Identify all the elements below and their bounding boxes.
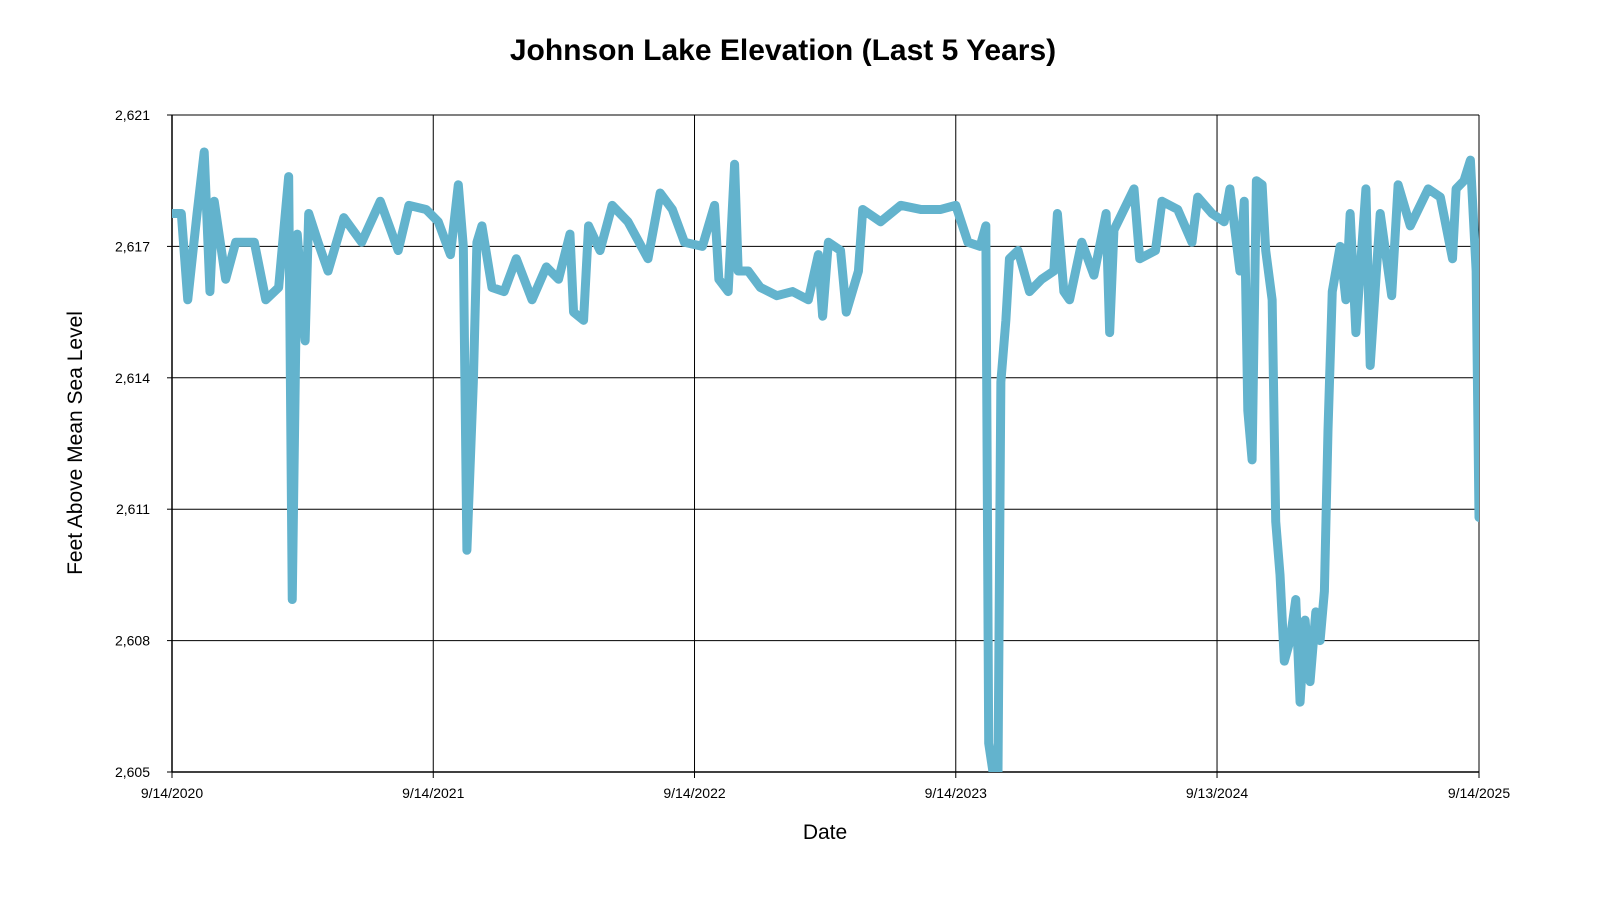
y-tick-label: 2,611 <box>116 501 150 517</box>
x-axis-label: Date <box>803 821 847 844</box>
x-tick-label: 9/14/2020 <box>141 785 203 801</box>
x-tick-label: 9/14/2022 <box>663 785 725 801</box>
y-axis-label: Feet Above Mean Sea Level <box>64 311 87 575</box>
y-tick-label: 2,608 <box>115 633 150 649</box>
x-tick-label: 9/13/2024 <box>1186 785 1248 801</box>
y-tick-label: 2,614 <box>115 370 150 386</box>
x-tick-label: 9/14/2025 <box>1448 785 1510 801</box>
chart-title: Johnson Lake Elevation (Last 5 Years) <box>510 34 1056 67</box>
y-tick-label: 2,605 <box>115 764 150 780</box>
plot-area <box>172 147 1479 772</box>
x-tick-label: 9/14/2021 <box>402 785 464 801</box>
data-line <box>172 147 1479 772</box>
y-tick-label: 2,617 <box>115 238 150 254</box>
grid <box>167 114 1480 778</box>
y-tick-label: 2,621 <box>115 107 150 123</box>
tick-labels: 2,605 2,608 2,611 2,614 2,617 2,621 9/14/2020 9… <box>115 107 1510 801</box>
x-tick-label: 9/14/2023 <box>925 785 987 801</box>
